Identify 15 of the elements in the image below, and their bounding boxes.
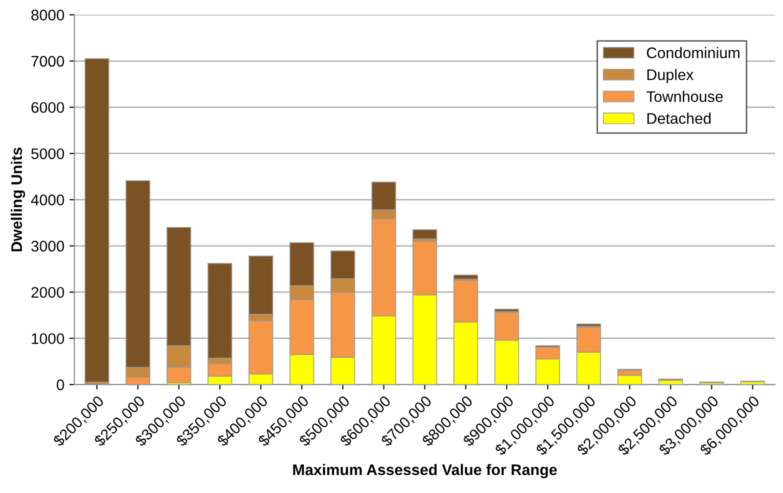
y-tick-label: 5000 <box>31 148 64 160</box>
legend-label: Condominium <box>646 47 740 58</box>
legend-label: Detached <box>647 112 711 124</box>
y-tick-label: 8000 <box>31 10 64 20</box>
y-tick-label: 3000 <box>31 240 64 252</box>
y-tick-label: 2000 <box>31 286 64 298</box>
x-axis-title: Maximum Assessed Value for Range <box>293 464 557 478</box>
y-tick-label: 4000 <box>31 194 64 206</box>
y-tick-label: 7000 <box>31 56 64 67</box>
y-tick-label: 0 <box>56 379 64 390</box>
y-axis-title: Dwelling Units <box>10 148 26 252</box>
legend-label: Duplex <box>647 68 694 84</box>
y-tick-label: 6000 <box>31 102 64 113</box>
legend-label: Townhouse <box>646 90 723 102</box>
y-tick-label: 1000 <box>32 333 64 344</box>
